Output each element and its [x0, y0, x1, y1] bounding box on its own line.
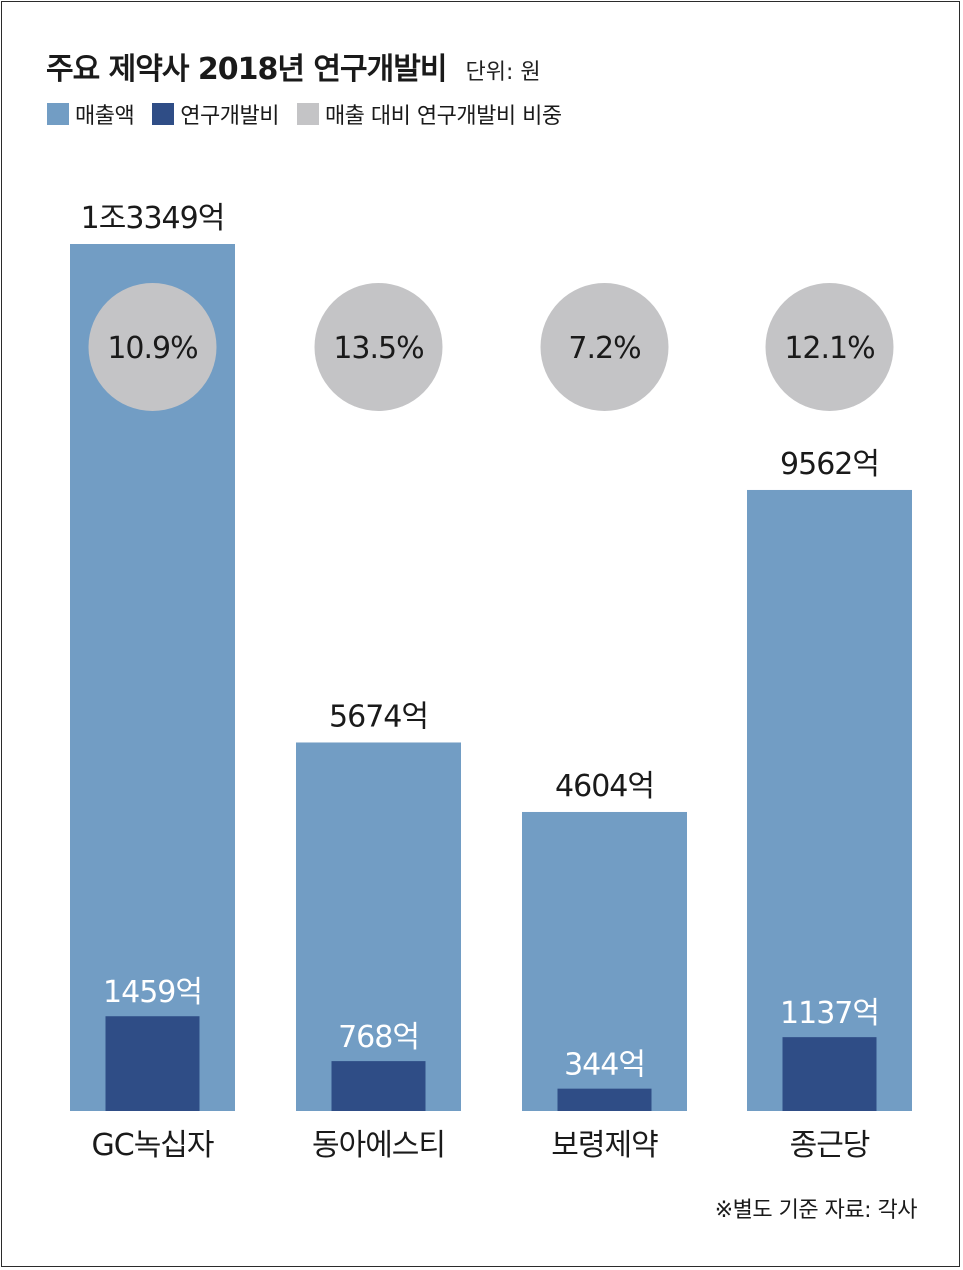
rnd-bar-1: [105, 1016, 200, 1111]
ratio-circle-4: [765, 283, 894, 411]
legend-swatch-rnd: [152, 103, 175, 125]
chart-title: 주요 제약사 2018년 연구개발비: [46, 52, 447, 87]
ratio-label-2: 13.5%: [333, 331, 423, 366]
legend-swatch-sales: [47, 103, 69, 125]
rnd-label-2: 768억: [338, 1020, 419, 1055]
ratio-label-1: 10.9%: [107, 331, 197, 366]
category-label-1: GC녹십자: [92, 1128, 214, 1163]
legend: 매출액 연구개발비 매출 대비 연구개발비 비중: [47, 98, 580, 130]
rnd-label-3: 344억: [564, 1048, 645, 1083]
sales-bar-3: [522, 811, 687, 1111]
category-label-4: 종근당: [790, 1128, 870, 1163]
sales-label-1: 1조3349억: [81, 201, 225, 236]
legend-label-sales: 매출액: [75, 104, 135, 129]
sales-label-2: 5674억: [329, 699, 428, 734]
ratio-label-4: 12.1%: [784, 331, 874, 366]
rnd-bar-2: [331, 1061, 426, 1111]
sales-label-3: 4604억: [555, 769, 654, 804]
source-note: ※별도 기준 자료: 각사: [714, 1198, 918, 1223]
legend-swatch-ratio: [296, 103, 319, 125]
sales-bar-4: [747, 489, 912, 1111]
ratio-circle-2: [314, 283, 443, 411]
legend-label-rnd: 연구개발비: [180, 104, 279, 129]
rnd-label-4: 1137억: [780, 996, 879, 1031]
unit-label: 단위: 원: [465, 60, 541, 85]
sales-bar-2: [296, 742, 461, 1111]
rnd-bar-4: [782, 1037, 877, 1111]
ratio-circle-1: [88, 283, 217, 411]
category-label-3: 보령제약: [551, 1128, 658, 1163]
title-row: 주요 제약사 2018년 연구개발비 단위: 원: [46, 44, 541, 88]
legend-item-sales: 매출액: [47, 98, 135, 130]
rnd-label-1: 1459억: [103, 975, 202, 1010]
rnd-bar-3: [557, 1088, 652, 1111]
ratio-circle-3: [540, 283, 669, 411]
category-label-2: 동아에스티: [312, 1128, 445, 1163]
legend-item-ratio: 매출 대비 연구개발비 비중: [296, 98, 562, 130]
sales-label-4: 9562억: [780, 447, 879, 482]
legend-item-rnd: 연구개발비: [152, 98, 279, 130]
ratio-label-3: 7.2%: [568, 331, 640, 366]
legend-label-ratio: 매출 대비 연구개발비 비중: [324, 104, 562, 129]
